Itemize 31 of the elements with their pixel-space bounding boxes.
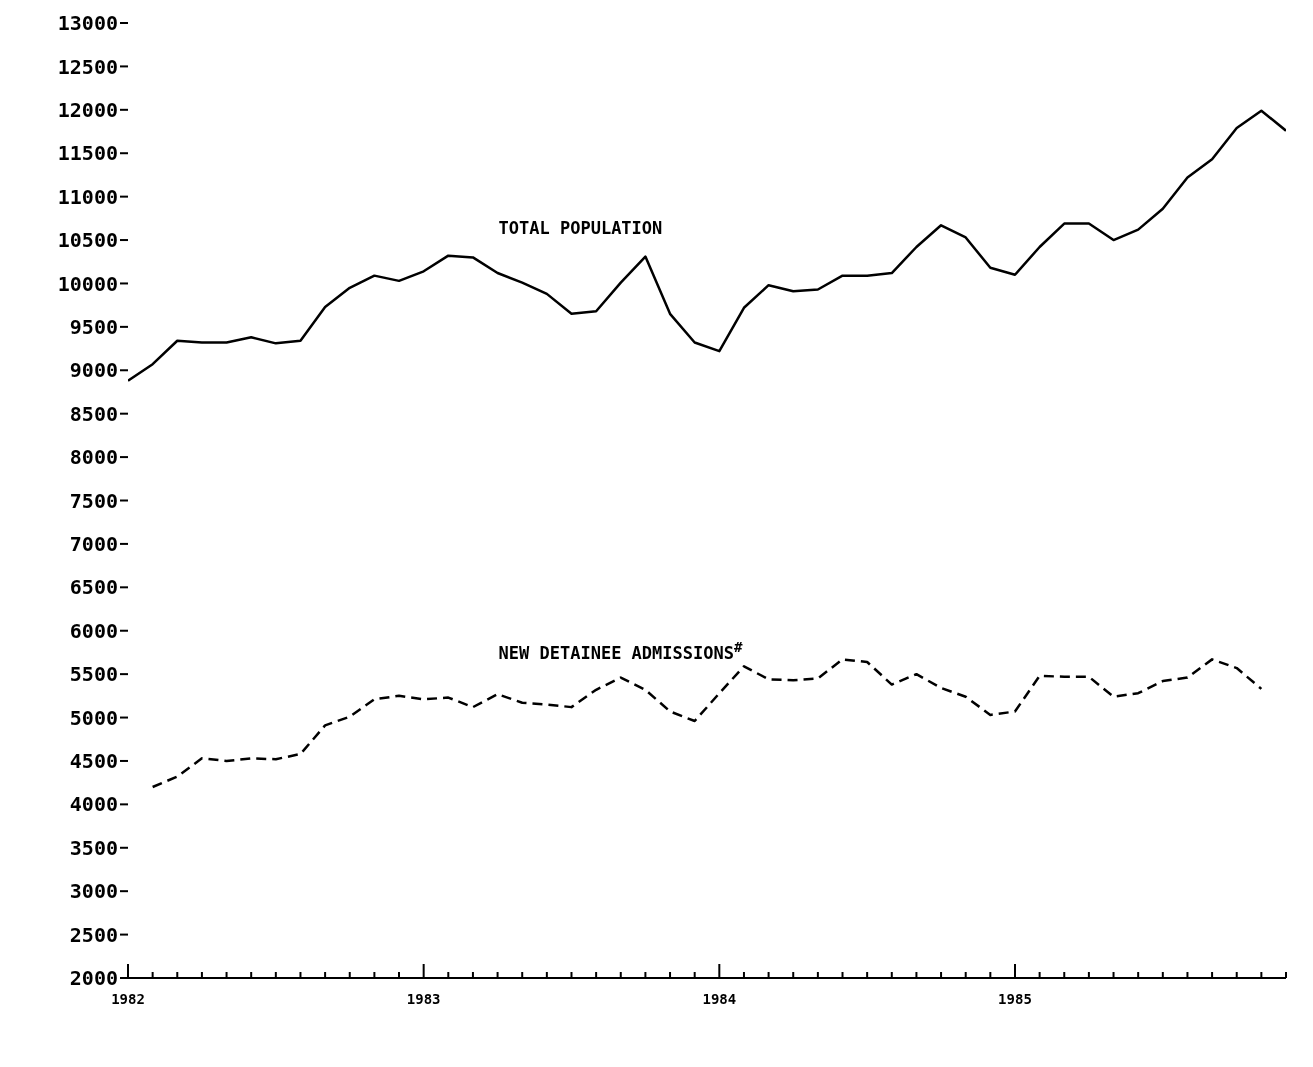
series-label: TOTAL POPULATION — [498, 218, 663, 239]
y-tick-label: 9500 — [69, 314, 118, 339]
x-tick-label: 1985 — [998, 991, 1032, 1007]
y-tick-label: 12500 — [57, 54, 118, 79]
y-tick-label: 5000 — [69, 705, 118, 730]
series-label: NEW DETAINEE ADMISSIONS$^{#}$ — [498, 639, 743, 663]
y-tick-label: 11000 — [57, 184, 118, 209]
y-tick-label: 13000 — [57, 11, 118, 36]
x-tick-label: 1984 — [702, 991, 737, 1007]
y-tick-label: 2500 — [69, 922, 118, 947]
y-tick-label: 12000 — [57, 97, 118, 122]
x-tick-label: 1983 — [406, 991, 441, 1007]
y-tick-label: 7500 — [69, 488, 118, 513]
y-tick-label: 9000 — [69, 358, 118, 383]
y-tick-label: 3500 — [69, 835, 118, 860]
y-tick-label: 10000 — [57, 271, 118, 296]
y-tick-label: 10500 — [57, 228, 118, 253]
line-series — [151, 658, 1263, 789]
y-tick-label: 4000 — [69, 792, 118, 817]
y-tick-label: 4500 — [69, 749, 118, 774]
y-tick-label: 6500 — [69, 575, 118, 600]
y-tick-label: 3000 — [69, 879, 118, 904]
line-series — [128, 109, 1286, 382]
y-tick-label: 7000 — [69, 532, 118, 557]
y-tick-label: 8500 — [69, 401, 118, 426]
x-tick-label: 1982 — [111, 991, 145, 1007]
y-tick-label: 11500 — [57, 141, 118, 166]
y-tick-label: 2000 — [69, 966, 118, 991]
y-tick-label: 5500 — [69, 662, 118, 687]
y-tick-label: 8000 — [69, 445, 118, 470]
y-tick-label: 6000 — [69, 618, 118, 643]
